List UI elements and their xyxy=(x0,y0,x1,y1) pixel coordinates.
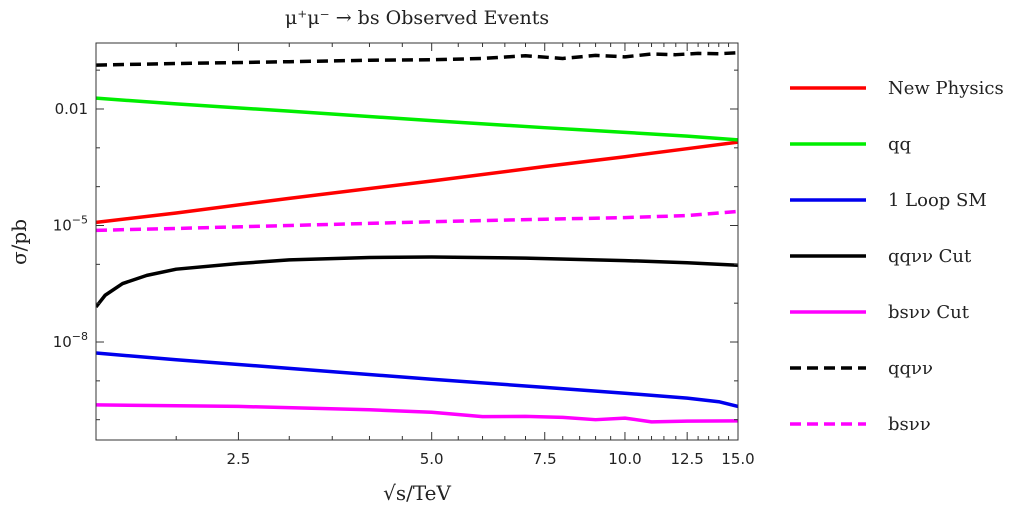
x-axis-label: √s/TeV xyxy=(383,481,451,505)
plot-frame xyxy=(95,42,739,441)
x-tick-label-5: 15.0 xyxy=(721,450,754,468)
x-tick-label-4: 12.5 xyxy=(670,450,703,468)
series-line-0 xyxy=(96,140,738,225)
series-line-4 xyxy=(96,403,738,424)
y-tick-label-0: 0.01 xyxy=(55,100,88,118)
x-tick-label-0: 2.5 xyxy=(226,450,250,468)
legend: New Physics qq 1 Loop SM qqνν Cut bsνν Cut qq… xyxy=(790,78,1004,435)
chart-title: μ⁺μ⁻ → bs Observed Events xyxy=(285,7,549,29)
x-tick-label-3: 10.0 xyxy=(608,450,641,468)
legend-label-4: bsνν Cut xyxy=(888,302,970,323)
series-line-5 xyxy=(96,51,738,67)
legend-label-3: qqνν Cut xyxy=(888,246,972,267)
x-tick-label-1: 5.0 xyxy=(420,450,444,468)
x-tick-label-2: 7.5 xyxy=(533,450,557,468)
series-line-1 xyxy=(96,96,738,142)
legend-label-6: bsνν xyxy=(888,414,931,435)
series-line-3 xyxy=(96,255,738,309)
series-line-2 xyxy=(96,351,738,409)
legend-label-0: New Physics xyxy=(888,78,1004,99)
y-tick-label-2: 10−8 xyxy=(53,330,88,351)
y-axis-label: σ/pb xyxy=(7,219,31,265)
plot-area xyxy=(96,51,738,424)
legend-label-5: qqνν xyxy=(888,358,933,379)
y-tick-label-1: 10−5 xyxy=(53,214,88,235)
legend-label-2: 1 Loop SM xyxy=(888,190,987,211)
legend-label-1: qq xyxy=(888,134,911,155)
series-line-6 xyxy=(96,209,738,233)
axes: 2.5 5.0 7.5 10.0 12.5 15.0 0.01 10−5 10−8 xyxy=(53,42,755,468)
